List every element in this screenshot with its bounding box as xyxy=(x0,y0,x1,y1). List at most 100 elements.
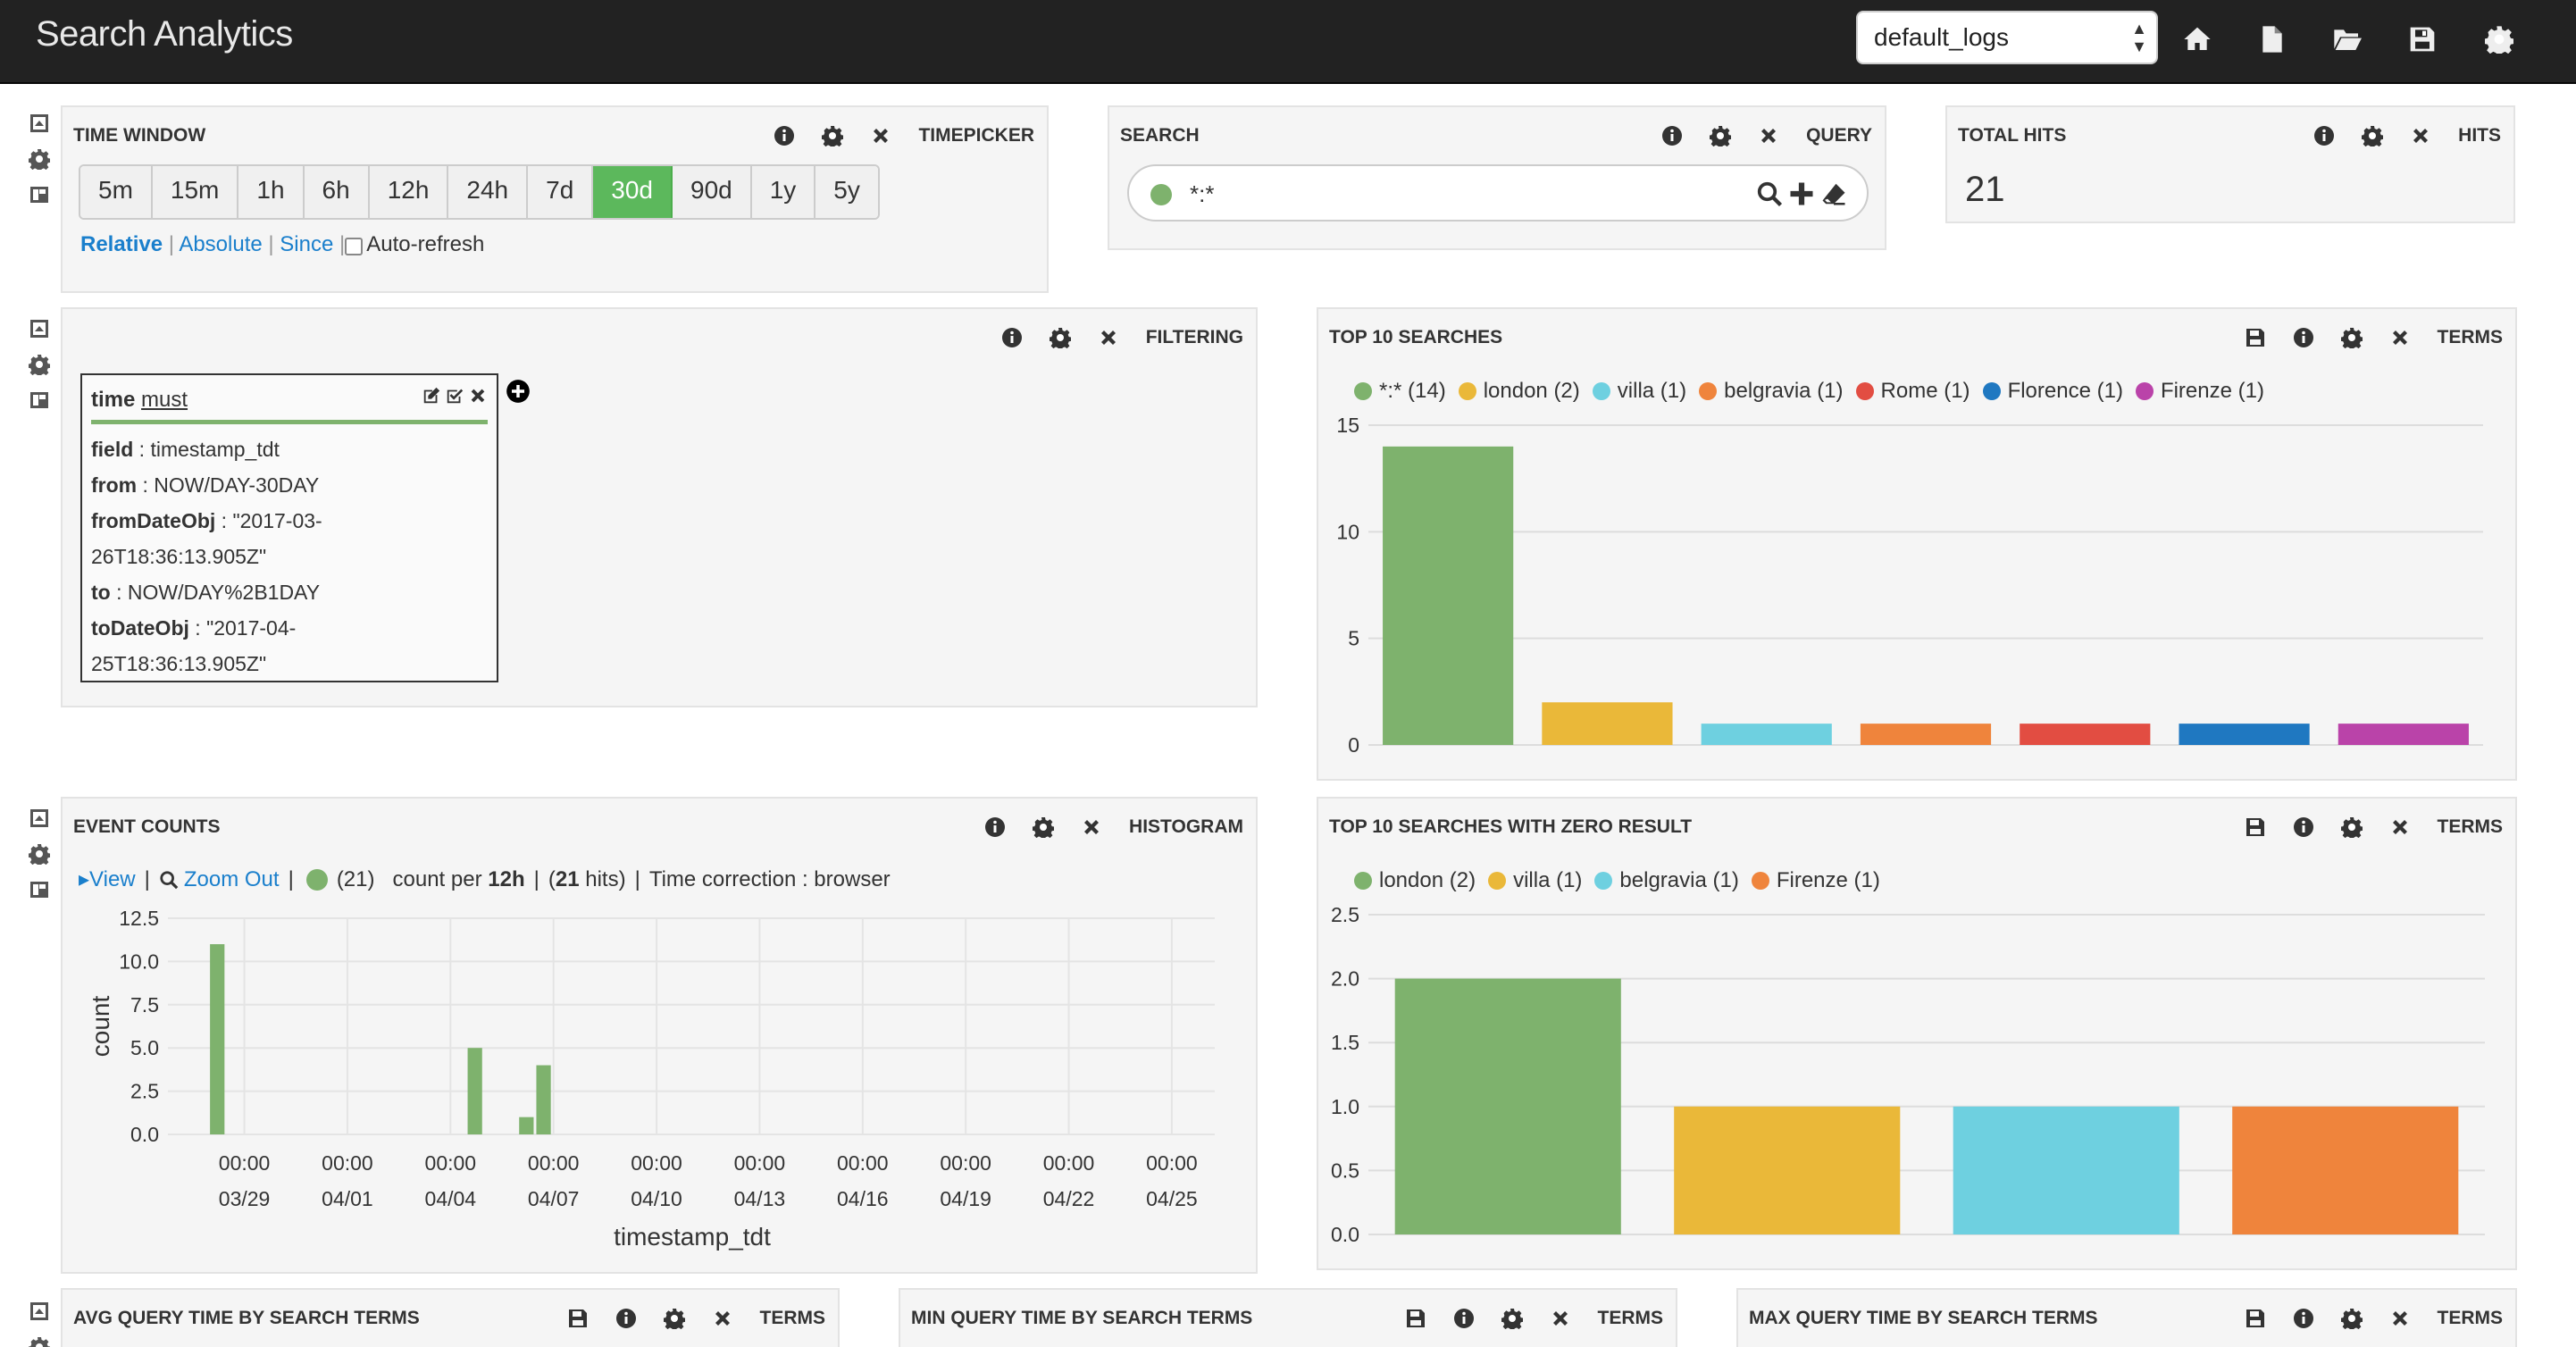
collapse-icon[interactable] xyxy=(29,1301,50,1322)
info-icon[interactable] xyxy=(1661,125,1683,146)
add-filter-icon[interactable] xyxy=(506,379,531,404)
bar[interactable] xyxy=(2232,1106,2459,1234)
gear-icon[interactable] xyxy=(2341,1308,2363,1329)
legend-item[interactable]: villa (1) xyxy=(1592,379,1686,404)
add-query-icon[interactable] xyxy=(1788,180,1815,207)
gear-icon[interactable] xyxy=(2362,125,2383,146)
time-button-12h[interactable]: 12h xyxy=(369,166,449,218)
gear-icon[interactable] xyxy=(2485,25,2513,54)
info-icon[interactable] xyxy=(1453,1308,1475,1329)
legend-item[interactable]: Firenze (1) xyxy=(2135,379,2264,404)
gear-icon[interactable] xyxy=(1710,125,1731,146)
bar[interactable] xyxy=(1394,978,1621,1234)
legend-item[interactable]: villa (1) xyxy=(1488,868,1582,893)
time-button-5m[interactable]: 5m xyxy=(80,166,153,218)
close-icon[interactable] xyxy=(1758,125,1779,146)
filter-mode-link[interactable]: must xyxy=(141,388,188,412)
toggle-check-icon[interactable] xyxy=(445,386,464,406)
gear-icon[interactable] xyxy=(1501,1308,1523,1329)
save-icon[interactable] xyxy=(1405,1308,1426,1329)
query-color-dot[interactable] xyxy=(1150,184,1172,205)
bar[interactable] xyxy=(1701,724,1832,745)
time-button-7d[interactable]: 7d xyxy=(528,166,594,218)
legend-item[interactable]: belgravia (1) xyxy=(1594,868,1739,893)
time-button-15m[interactable]: 15m xyxy=(152,166,239,218)
save-icon[interactable] xyxy=(567,1308,589,1329)
bar[interactable] xyxy=(1860,724,1992,745)
eraser-icon[interactable] xyxy=(1820,180,1847,207)
close-icon[interactable] xyxy=(2389,1308,2411,1329)
search-icon[interactable] xyxy=(1756,180,1783,207)
open-folder-icon[interactable] xyxy=(2333,25,2362,54)
gear-icon[interactable] xyxy=(29,148,50,170)
view-link[interactable]: View xyxy=(89,866,136,891)
info-icon[interactable] xyxy=(774,125,795,146)
info-icon[interactable] xyxy=(2293,1308,2314,1329)
auto-refresh-checkbox[interactable] xyxy=(345,238,364,255)
close-icon[interactable] xyxy=(468,386,488,406)
time-button-90d[interactable]: 90d xyxy=(673,166,752,218)
bar[interactable] xyxy=(1953,1106,2179,1234)
time-button-1y[interactable]: 1y xyxy=(751,166,816,218)
collapse-icon[interactable] xyxy=(29,113,50,134)
add-panel-icon[interactable] xyxy=(29,879,50,900)
time-button-6h[interactable]: 6h xyxy=(304,166,370,218)
time-button-24h[interactable]: 24h xyxy=(448,166,529,218)
save-icon[interactable] xyxy=(2408,25,2437,54)
histogram-bar[interactable] xyxy=(536,1065,551,1134)
time-button-1h[interactable]: 1h xyxy=(238,166,305,218)
histogram-bar[interactable] xyxy=(519,1117,534,1134)
gear-icon[interactable] xyxy=(664,1308,685,1329)
close-icon[interactable] xyxy=(712,1308,733,1329)
collapse-icon[interactable] xyxy=(29,318,50,339)
gear-icon[interactable] xyxy=(29,354,50,375)
since-link[interactable]: Since xyxy=(280,232,334,256)
bar[interactable] xyxy=(2020,724,2151,745)
bar[interactable] xyxy=(1674,1106,1901,1234)
filter-key: to xyxy=(91,581,111,604)
x-tick-date: 04/16 xyxy=(837,1187,889,1210)
info-icon[interactable] xyxy=(615,1308,637,1329)
close-icon[interactable] xyxy=(1098,327,1119,348)
info-icon[interactable] xyxy=(2313,125,2335,146)
histogram-bar[interactable] xyxy=(467,1048,482,1134)
time-button-5y[interactable]: 5y xyxy=(815,166,878,218)
gear-icon[interactable] xyxy=(29,1336,50,1347)
query-input[interactable]: *:* xyxy=(1190,180,1215,207)
add-panel-icon[interactable] xyxy=(29,184,50,205)
time-button-30d[interactable]: 30d xyxy=(593,166,673,218)
relative-link[interactable]: Relative xyxy=(80,232,163,256)
collapse-icon[interactable] xyxy=(29,807,50,829)
x-tick-date: 04/10 xyxy=(631,1187,682,1210)
bar[interactable] xyxy=(2338,724,2469,745)
close-icon[interactable] xyxy=(870,125,891,146)
legend-item[interactable]: Florence (1) xyxy=(1982,379,2123,404)
legend-dot xyxy=(1699,382,1718,400)
info-icon[interactable] xyxy=(1001,327,1023,348)
zoom-out-link[interactable]: Zoom Out xyxy=(183,866,280,891)
gear-icon[interactable] xyxy=(29,843,50,865)
legend-item[interactable]: belgravia (1) xyxy=(1699,379,1844,404)
close-icon[interactable] xyxy=(1550,1308,1571,1329)
bar[interactable] xyxy=(1542,702,1673,745)
legend-item[interactable]: london (2) xyxy=(1458,379,1580,404)
home-icon[interactable] xyxy=(2183,25,2212,54)
bar[interactable] xyxy=(2179,724,2310,745)
query-box[interactable]: *:* xyxy=(1127,164,1869,222)
gear-icon[interactable] xyxy=(822,125,843,146)
bar[interactable] xyxy=(1383,446,1514,745)
legend-item[interactable]: london (2) xyxy=(1354,868,1476,893)
dashboard-select[interactable]: default_logs ▲ ▼ xyxy=(1856,11,2158,64)
new-file-icon[interactable] xyxy=(2258,25,2287,54)
edit-icon[interactable] xyxy=(422,386,441,406)
legend-item[interactable]: Firenze (1) xyxy=(1751,868,1880,893)
legend-item[interactable]: *:* (14) xyxy=(1354,379,1446,404)
histogram-bar[interactable] xyxy=(210,944,225,1134)
gear-icon[interactable] xyxy=(1050,327,1071,348)
legend-item[interactable]: Rome (1) xyxy=(1855,379,1970,404)
absolute-link[interactable]: Absolute xyxy=(179,232,263,256)
view-caret-icon[interactable]: ▸ xyxy=(79,867,90,891)
add-panel-icon[interactable] xyxy=(29,389,50,411)
save-icon[interactable] xyxy=(2245,1308,2266,1329)
close-icon[interactable] xyxy=(2410,125,2431,146)
